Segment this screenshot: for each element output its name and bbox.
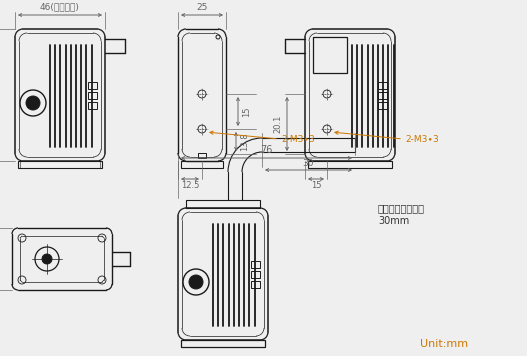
Bar [181,340,265,347]
Text: 2-M3∙3: 2-M3∙3 [281,135,315,143]
Bar [251,271,260,278]
Bar [378,102,387,109]
Circle shape [189,275,203,289]
Bar [18,161,102,168]
Text: Unit:mm: Unit:mm [420,339,468,349]
Bar [181,161,223,168]
Bar [378,92,387,99]
Bar [88,102,97,109]
Text: 30: 30 [302,158,314,168]
Circle shape [42,254,52,264]
Text: 25: 25 [197,2,208,11]
Bar [186,200,260,208]
Text: 15: 15 [242,106,251,117]
Text: 20.1: 20.1 [274,115,282,133]
Text: 15: 15 [311,182,321,190]
Bar [88,82,97,89]
Bar [88,92,97,99]
Text: 76: 76 [260,145,272,155]
Bar [198,153,206,158]
Text: 2-M3∙3: 2-M3∙3 [405,135,439,143]
Text: 13.8: 13.8 [240,132,249,151]
Text: 12.5: 12.5 [181,182,199,190]
Text: 注：线缆折弯空间: 注：线缆折弯空间 [378,203,425,213]
Bar [378,82,387,89]
Bar [251,261,260,268]
Bar [313,37,347,73]
Bar [251,281,260,288]
Text: 30mm: 30mm [378,216,409,226]
Circle shape [26,96,40,110]
Bar [308,161,392,168]
Text: 46(不含线抜): 46(不含线抜) [40,2,80,11]
